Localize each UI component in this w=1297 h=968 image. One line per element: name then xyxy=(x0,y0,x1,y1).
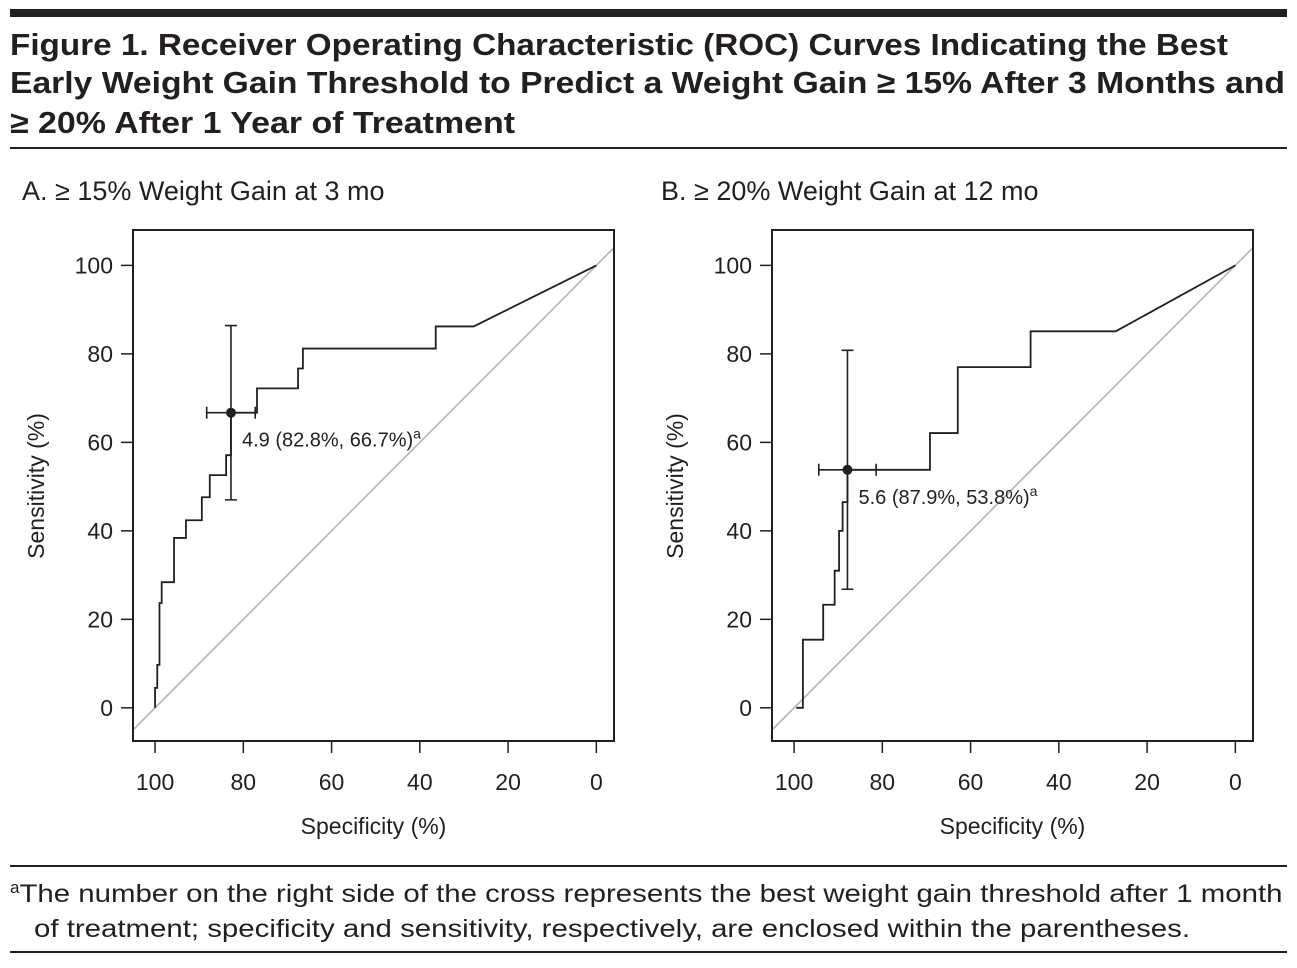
x-axis-label: Specificity (%) xyxy=(940,813,1086,839)
rule xyxy=(10,147,1287,149)
x-tick-label: 60 xyxy=(319,769,345,795)
x-tick-label: 80 xyxy=(870,769,896,795)
y-tick-label: 60 xyxy=(726,429,752,455)
y-tick-label: 80 xyxy=(87,341,113,367)
reference-line xyxy=(133,246,614,732)
optimal-point xyxy=(225,407,236,418)
y-tick-label: 0 xyxy=(100,695,113,721)
y-tick-label: 40 xyxy=(726,518,752,544)
y-tick-label: 40 xyxy=(87,518,113,544)
rule xyxy=(10,951,1287,953)
figure-title: Figure 1. Receiver Operating Characteris… xyxy=(10,27,1228,62)
top-rule xyxy=(10,9,1287,17)
footnote-text: of treatment; specificity and sensitivit… xyxy=(34,915,1190,943)
annotation-text: 5.6 (87.9%, 53.8%) xyxy=(858,487,1029,509)
x-tick-label: 0 xyxy=(590,769,603,795)
footnote: aThe number on the right side of the cro… xyxy=(10,878,1282,908)
annotation-text: 4.9 (82.8%, 66.7%) xyxy=(242,430,413,452)
panel-title: B. ≥ 20% Weight Gain at 12 mo xyxy=(661,176,1039,206)
x-tick-label: 80 xyxy=(231,769,257,795)
footnote-marker: a xyxy=(10,878,20,897)
x-tick-label: 40 xyxy=(1046,769,1072,795)
y-tick-label: 20 xyxy=(87,606,113,632)
y-tick-label: 20 xyxy=(726,606,752,632)
roc-curve xyxy=(796,264,1236,709)
panel-title: A. ≥ 15% Weight Gain at 3 mo xyxy=(22,176,385,206)
y-axis-label: Sensitivity (%) xyxy=(662,413,688,559)
figure-title: Early Weight Gain Threshold to Predict a… xyxy=(10,65,1285,100)
x-tick-label: 40 xyxy=(407,769,433,795)
x-tick-label: 20 xyxy=(1134,769,1160,795)
y-axis-label: Sensitivity (%) xyxy=(23,413,49,559)
y-tick-label: 0 xyxy=(739,695,752,721)
roc-curve xyxy=(154,264,597,708)
plot-frame xyxy=(132,229,615,742)
figure-title: ≥ 20% After 1 Year of Treatment xyxy=(10,105,515,140)
footnote-text: The number on the right side of the cros… xyxy=(19,880,1282,908)
point-annotation: 4.9 (82.8%, 66.7%)a xyxy=(242,426,421,452)
plot-frame xyxy=(771,229,1254,742)
optimal-point xyxy=(842,464,853,475)
reference-line xyxy=(772,246,1253,732)
x-tick-label: 0 xyxy=(1229,769,1242,795)
x-tick-label: 100 xyxy=(775,769,813,795)
x-tick-label: 100 xyxy=(136,769,174,795)
point-annotation: 5.6 (87.9%, 53.8%)a xyxy=(858,483,1037,509)
annotation-superscript: a xyxy=(413,426,421,442)
y-tick-label: 80 xyxy=(726,341,752,367)
x-tick-label: 20 xyxy=(495,769,521,795)
x-tick-label: 60 xyxy=(958,769,984,795)
y-tick-label: 60 xyxy=(87,429,113,455)
y-tick-label: 100 xyxy=(75,252,113,278)
annotation-superscript: a xyxy=(1030,483,1038,499)
rule xyxy=(10,865,1287,867)
x-axis-label: Specificity (%) xyxy=(301,813,447,839)
y-tick-label: 100 xyxy=(714,252,752,278)
